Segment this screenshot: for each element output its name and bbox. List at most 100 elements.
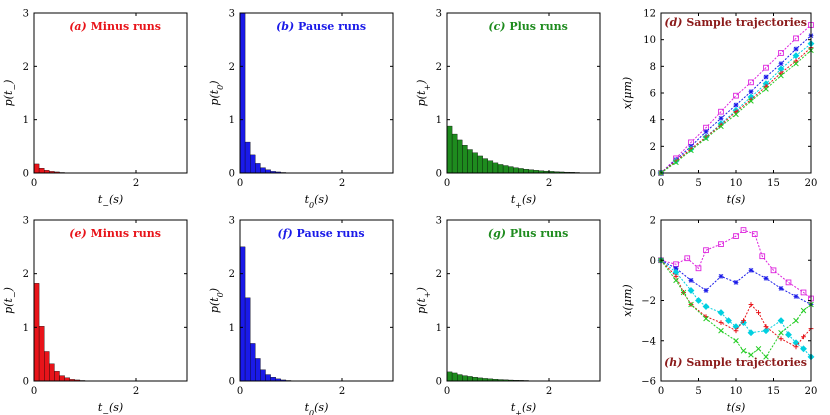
x-axis-label: t+(s) xyxy=(511,401,536,415)
x-axis-label: t+(s) xyxy=(511,193,536,210)
trajectory-point xyxy=(703,288,709,293)
trajectory-point xyxy=(748,302,754,307)
trajectory-line-4 xyxy=(660,47,812,174)
plot-frame xyxy=(33,12,188,174)
histogram-bar xyxy=(472,152,478,174)
trajectory-point xyxy=(778,72,784,79)
histogram-bar xyxy=(260,167,266,174)
y-tick-label: 3 xyxy=(229,216,235,227)
y-tick-label: −6 xyxy=(641,377,656,388)
panel-title: (d) Sample trajectories xyxy=(664,16,807,29)
histogram-bar xyxy=(33,283,40,382)
trajectory-point xyxy=(800,345,807,353)
x-tick-label: 10 xyxy=(730,386,743,397)
trajectory-point xyxy=(673,159,679,166)
trajectory-point xyxy=(733,279,739,285)
y-tick-label: 2 xyxy=(650,216,656,227)
trajectory-point xyxy=(763,83,769,89)
trajectory-point xyxy=(673,265,679,271)
y-tick-label: 0 xyxy=(229,169,235,180)
y-tick-label: 8 xyxy=(650,62,656,73)
y-tick-label: 3 xyxy=(23,9,29,20)
trajectory-point xyxy=(673,273,679,279)
y-tick-label: 1 xyxy=(436,323,442,334)
trajectory-point xyxy=(718,108,724,115)
histogram-bar xyxy=(451,372,458,382)
trajectory-point xyxy=(793,294,799,299)
trajectory-point xyxy=(733,111,739,118)
histogram-bar xyxy=(513,167,519,174)
y-axis-label: p(t−) xyxy=(2,80,19,107)
trajectory-point xyxy=(777,317,785,325)
x-tick-label: 0 xyxy=(31,178,37,189)
x-tick-label: 15 xyxy=(767,178,780,189)
x-tick-label: 20 xyxy=(805,178,818,189)
trajectory-point xyxy=(673,277,679,284)
histogram-bar xyxy=(38,326,45,382)
histogram-bar xyxy=(446,125,453,174)
histogram-bar xyxy=(244,141,251,174)
y-tick-label: 0 xyxy=(23,169,29,180)
plot-frame xyxy=(239,219,394,382)
trajectory-point xyxy=(793,60,799,67)
trajectory-point xyxy=(684,255,691,262)
x-tick-label: 10 xyxy=(730,178,743,189)
histogram-bar xyxy=(518,168,524,174)
y-tick-label: −4 xyxy=(641,336,656,347)
trajectory-point xyxy=(793,317,799,324)
y-tick-label: 4 xyxy=(650,115,656,126)
y-tick-label: 3 xyxy=(23,216,29,227)
y-tick-label: 6 xyxy=(650,89,656,100)
trajectory-point xyxy=(793,35,799,42)
trajectory-point xyxy=(748,79,754,86)
trajectory-point xyxy=(703,247,709,254)
panel-g: 0 2 0 1 2 3 t+(s) p(t+) (g) Plus runs xyxy=(415,216,601,415)
trajectory-point xyxy=(718,273,724,279)
y-tick-label: 0 xyxy=(436,377,442,388)
trajectory-point xyxy=(778,336,784,342)
histogram-bar xyxy=(462,375,468,382)
trajectory-point xyxy=(801,334,806,340)
y-tick-label: 2 xyxy=(23,269,29,280)
histogram-bar xyxy=(59,375,65,382)
x-tick-label: 5 xyxy=(695,386,701,397)
y-tick-label: 0 xyxy=(23,377,29,388)
histogram-bar xyxy=(260,369,266,382)
trajectory-point xyxy=(763,86,769,92)
panel-e: 0 2 0 1 2 3 t−(s) p(t−) (e) Minus runs xyxy=(2,216,188,415)
y-tick-label: 1 xyxy=(23,115,29,126)
panel-title: (e) Minus runs xyxy=(69,227,161,240)
x-tick-label: 0 xyxy=(658,386,664,397)
histogram-bar xyxy=(487,160,494,174)
panel-title: (a) Minus runs xyxy=(69,20,161,33)
trajectory-point xyxy=(770,267,777,274)
trajectory-point xyxy=(733,92,739,99)
x-tick-label: 0 xyxy=(237,386,243,397)
trajectory-point xyxy=(778,61,784,67)
histogram-bar xyxy=(54,371,60,382)
panel-f: 0 2 0 1 2 3 t0(s) p(t0) (f) Pause runs xyxy=(208,216,394,415)
trajectory-point xyxy=(762,327,770,335)
x-tick-label: 5 xyxy=(695,178,701,189)
trajectory-point xyxy=(733,233,739,239)
trajectory-line-1 xyxy=(660,229,812,299)
histogram-bar xyxy=(502,165,509,174)
x-axis-label: t0(s) xyxy=(305,193,329,210)
trajectory-point xyxy=(718,327,724,334)
trajectory-point xyxy=(793,46,799,52)
trajectory-point xyxy=(785,279,792,286)
trajectory-point xyxy=(756,310,761,315)
histogram-bar xyxy=(472,377,478,382)
histogram-bar xyxy=(255,163,261,174)
trajectory-line-2 xyxy=(660,35,812,174)
histogram-bar xyxy=(265,374,271,382)
x-tick-label: 0 xyxy=(31,386,37,397)
y-tick-label: 2 xyxy=(229,269,235,280)
panel-a: 0 2 0 1 2 3 t−(s) p(t−) (a) Minus runs xyxy=(2,9,188,210)
histogram-bar xyxy=(244,297,251,382)
x-tick-label: 2 xyxy=(339,178,345,189)
trajectory-point xyxy=(755,346,762,352)
panel-d: 0 5 10 15 20 0 2 4 6 8 10 12 t(s) x(μm) (d) Sample tra… xyxy=(621,9,817,207)
y-axis-label: p(t−) xyxy=(2,287,19,314)
histogram-bar xyxy=(523,169,529,174)
